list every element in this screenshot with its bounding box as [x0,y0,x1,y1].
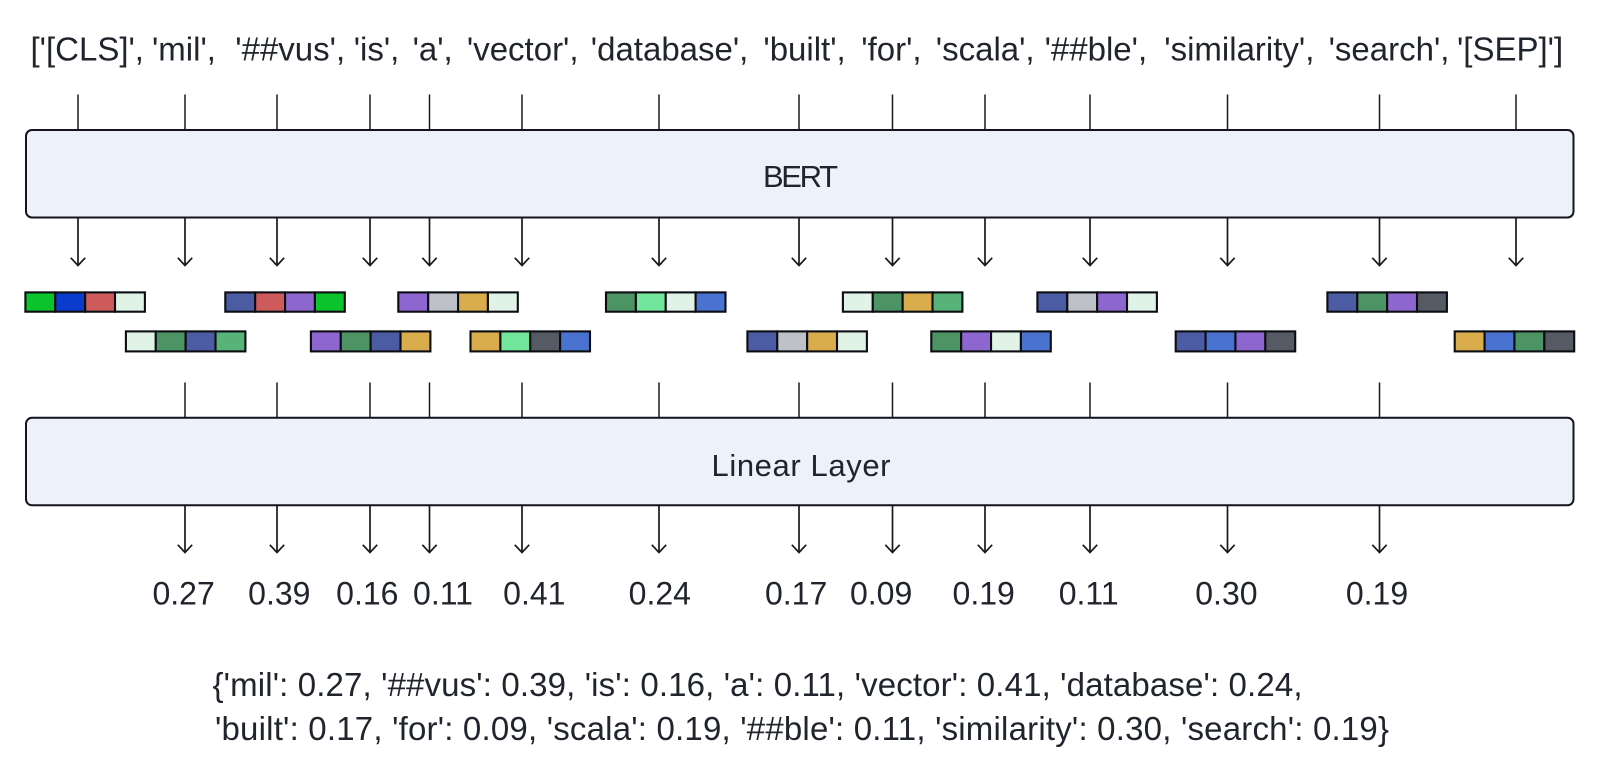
svg-text:0.30: 0.30 [1195,575,1257,611]
svg-text:'a',: 'a', [413,31,453,68]
svg-text:'vector',: 'vector', [467,31,579,68]
svg-text:'##ble',: '##ble', [1045,31,1148,68]
svg-text:'database',: 'database', [591,31,749,68]
svg-text:0.19: 0.19 [953,575,1015,611]
svg-text:0.24: 0.24 [629,575,691,611]
svg-text:{'mil': 0.27, '##vus': 0.39, ': {'mil': 0.27, '##vus': 0.39, 'is': 0.16,… [213,666,1303,703]
svg-text:'built': 0.17, 'for': 0.09, 's: 'built': 0.17, 'for': 0.09, 'scala': 0.1… [215,710,1389,747]
svg-text:0.19: 0.19 [1346,575,1408,611]
svg-text:0.39: 0.39 [248,575,310,611]
svg-text:'scala',: 'scala', [936,31,1035,68]
svg-text:0.11: 0.11 [413,575,473,611]
svg-text:0.27: 0.27 [152,575,214,611]
svg-text:0.11: 0.11 [1059,575,1119,611]
svg-text:0.41: 0.41 [503,575,565,611]
svg-text:Linear Layer: Linear Layer [712,448,891,483]
svg-text:'is',: 'is', [354,31,400,68]
svg-text:['[CLS]',: ['[CLS]', [31,31,144,68]
svg-text:'built',: 'built', [763,31,845,68]
svg-text:0.09: 0.09 [850,575,912,611]
svg-text:'mil',: 'mil', [152,31,216,68]
svg-text:'##vus',: '##vus', [235,31,345,68]
svg-text:BERT: BERT [763,159,838,194]
svg-text:'[SEP]']: '[SEP]'] [1457,31,1563,68]
svg-text:'for',: 'for', [861,31,921,68]
svg-text:0.17: 0.17 [765,575,827,611]
svg-text:'similarity',: 'similarity', [1164,31,1314,68]
svg-text:'search',: 'search', [1329,31,1450,68]
svg-text:0.16: 0.16 [336,575,398,611]
